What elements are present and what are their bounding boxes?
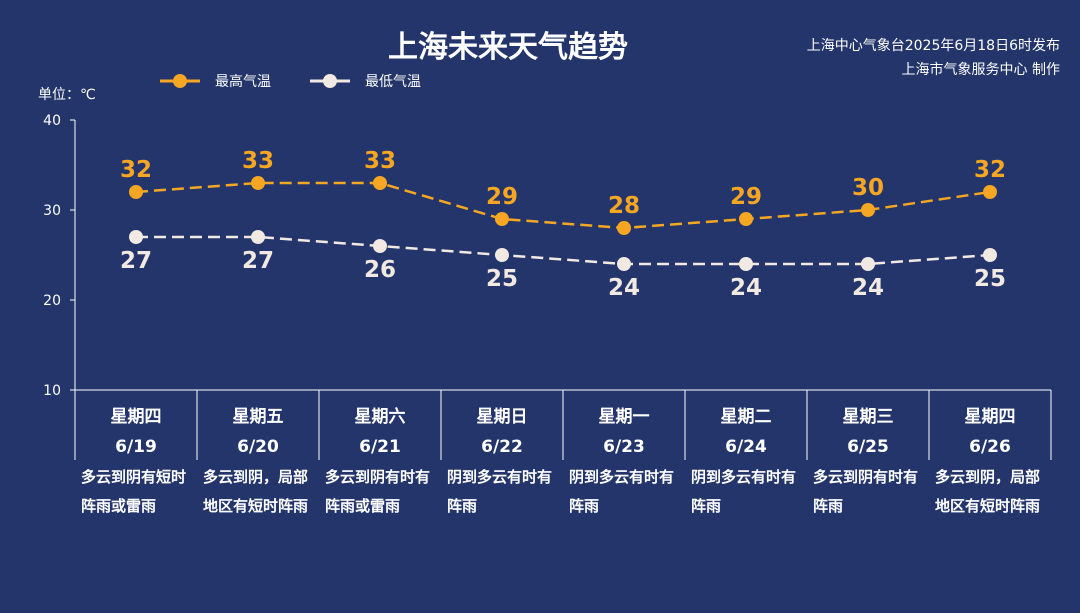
weekday-label: 星期日 — [477, 407, 528, 427]
y-tick-label: 20 — [43, 293, 61, 309]
data-label: 25 — [974, 266, 1006, 292]
data-point — [617, 257, 631, 271]
data-point — [617, 221, 631, 235]
data-point — [983, 185, 997, 199]
weekday-label: 星期三 — [843, 407, 894, 427]
data-label: 33 — [242, 148, 274, 174]
weekday-label: 星期二 — [721, 407, 772, 427]
data-label: 29 — [730, 184, 762, 210]
weather-description: 多云到阴，局部地区有短时阵雨 — [203, 468, 309, 515]
data-label: 24 — [730, 275, 762, 301]
legend-label: 最低气温 — [365, 74, 421, 90]
weekday-label: 星期一 — [599, 407, 650, 427]
publisher-info: 上海中心气象台2025年6月18日6时发布 上海市气象服务中心 制作 — [807, 34, 1060, 82]
data-point — [861, 257, 875, 271]
legend-marker — [323, 74, 337, 88]
weekday-label: 星期四 — [111, 407, 162, 427]
weather-description: 多云到阴有时有阵雨 — [813, 468, 919, 515]
weekday-label: 星期四 — [965, 407, 1016, 427]
data-point — [495, 248, 509, 262]
date-label: 6/21 — [359, 437, 401, 457]
data-point — [251, 230, 265, 244]
legend-marker — [173, 74, 187, 88]
publish-line: 上海中心气象台2025年6月18日6时发布 — [806, 38, 1060, 54]
series-line — [136, 235, 991, 266]
data-point — [129, 230, 143, 244]
y-tick-label: 40 — [43, 113, 61, 129]
data-label: 27 — [242, 248, 274, 274]
date-label: 6/25 — [847, 437, 889, 457]
data-label: 29 — [486, 184, 518, 210]
y-tick-label: 30 — [43, 203, 61, 219]
date-label: 6/23 — [603, 437, 645, 457]
series-line — [135, 181, 991, 230]
date-label: 6/22 — [481, 437, 523, 457]
y-tick-label: 10 — [43, 383, 61, 399]
producer-line: 上海市气象服务中心 制作 — [901, 62, 1060, 78]
data-label: 30 — [852, 175, 884, 201]
chart-title: 上海未来天气趋势 — [388, 30, 628, 65]
weather-description: 多云到阴，局部地区有短时阵雨 — [935, 468, 1041, 515]
data-point — [373, 239, 387, 253]
weather-description: 阴到多云有时有阵雨 — [569, 468, 675, 515]
data-label: 24 — [608, 275, 640, 301]
weather-description: 多云到阴有短时阵雨或雷雨 — [81, 468, 187, 515]
legend-label: 最高气温 — [215, 73, 271, 90]
data-point — [983, 248, 997, 262]
data-label: 32 — [974, 157, 1006, 183]
data-label: 24 — [852, 275, 884, 301]
data-point — [129, 185, 143, 199]
data-point — [739, 212, 753, 226]
weather-description: 阴到多云有时有阵雨 — [447, 468, 553, 515]
data-point — [373, 176, 387, 190]
weekday-label: 星期五 — [233, 407, 284, 427]
data-label: 25 — [486, 266, 518, 292]
data-point — [739, 257, 753, 271]
data-point — [251, 176, 265, 190]
date-label: 6/26 — [969, 437, 1011, 457]
data-label: 32 — [120, 157, 152, 183]
data-label: 33 — [364, 148, 396, 174]
weekday-label: 星期六 — [355, 406, 406, 427]
date-label: 6/19 — [115, 437, 157, 457]
data-point — [861, 203, 875, 217]
weather-description: 多云到阴有时有阵雨或雷雨 — [325, 468, 431, 515]
unit-label: 单位：℃ — [38, 87, 96, 103]
date-label: 6/24 — [725, 437, 767, 457]
data-label: 26 — [364, 257, 396, 283]
data-label: 28 — [608, 193, 640, 219]
weather-description: 阴到多云有时有阵雨 — [691, 468, 797, 515]
data-point — [495, 212, 509, 226]
data-label: 27 — [120, 248, 152, 274]
date-label: 6/20 — [237, 437, 279, 457]
